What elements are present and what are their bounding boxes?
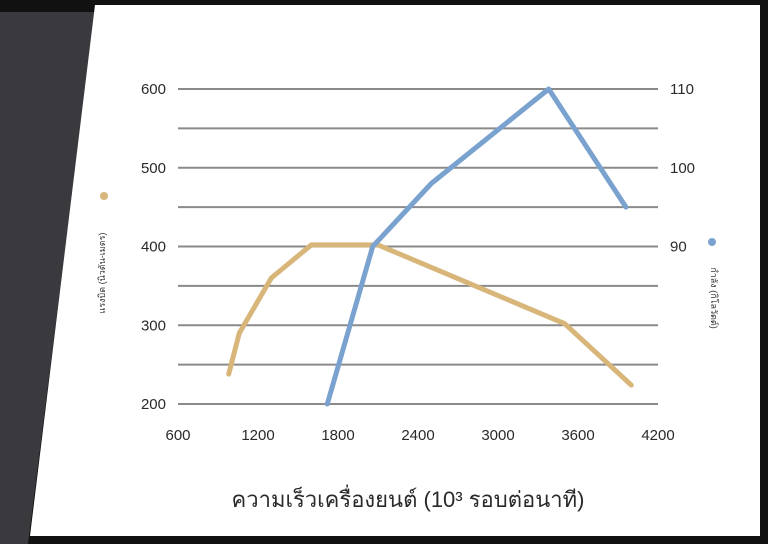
x-tick-label: 2400 — [401, 427, 434, 444]
chart-card — [30, 5, 760, 536]
series-lines — [226, 86, 634, 407]
x-axis-label: ความเร็วเครื่องยนต์ (10³ รอบต่อนาที) — [232, 484, 585, 512]
power-series-line — [324, 86, 629, 407]
y-right-tick-label: 100 — [670, 160, 695, 177]
x-tick-label: 3600 — [561, 427, 594, 444]
y-left-tick-label: 400 — [141, 239, 166, 256]
left-grey-panel — [0, 12, 95, 544]
y-right-tick-label: 110 — [670, 81, 694, 98]
x-tick-label: 1800 — [321, 427, 354, 444]
grid-lines — [178, 88, 658, 405]
x-tick-label: 4200 — [641, 427, 674, 444]
torque-series-line — [226, 242, 634, 388]
x-tick-label: 1200 — [241, 427, 274, 444]
x-tick-label: 600 — [165, 427, 190, 444]
y-left-tick-label: 200 — [141, 396, 166, 413]
y-left-tick-label: 500 — [141, 160, 166, 177]
torque-legend-dot — [100, 192, 108, 200]
y-right-tick-label: 90 — [670, 239, 687, 256]
axis-ticks: 600 1200 1800 2400 3000 3600 4200 200 300 400 500 6… — [141, 81, 695, 444]
right-axis-title-group: กำลัง (กิโลวัตต์) — [708, 238, 720, 329]
x-tick-label: 3000 — [481, 427, 514, 444]
y-axis-label-right: กำลัง (กิโลวัตต์) — [709, 267, 720, 328]
power-legend-dot — [708, 238, 716, 246]
y-axis-label-left: แรงบิด (นิวตัน-เมตร) — [97, 233, 107, 314]
y-left-tick-label: 300 — [141, 317, 166, 334]
left-axis-title-group: แรงบิด (นิวตัน-เมตร) — [97, 192, 108, 313]
y-left-tick-label: 600 — [141, 81, 166, 98]
